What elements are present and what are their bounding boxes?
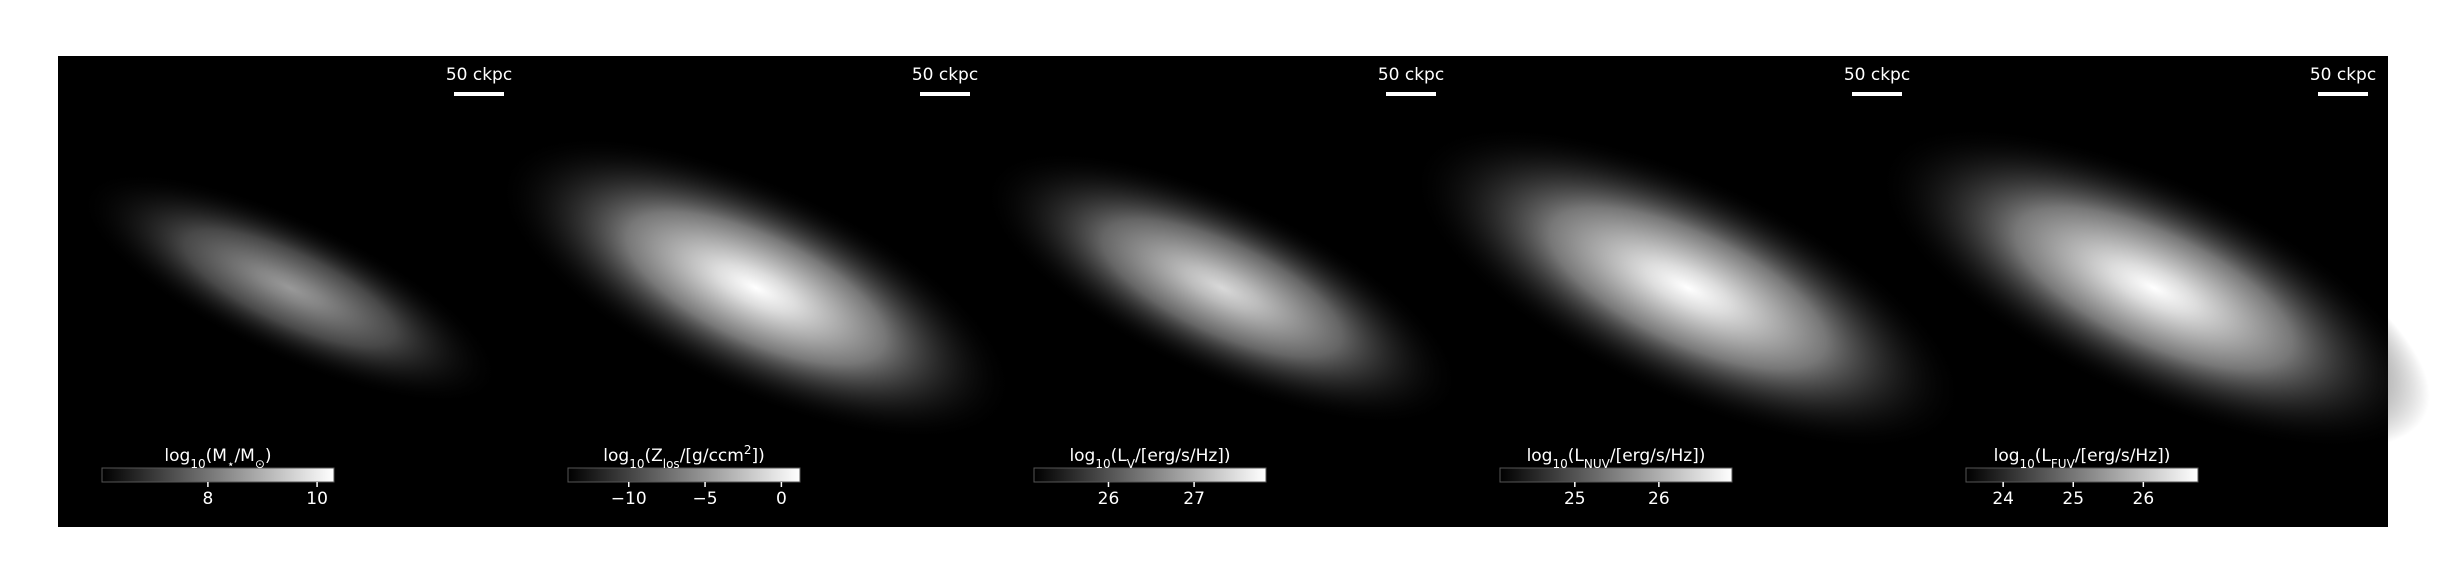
colorbar-label: log10(M⋆/M⊙) xyxy=(164,446,271,471)
label-part: 10 xyxy=(629,457,644,471)
label-part: FUV xyxy=(2051,457,2076,471)
label-part: los xyxy=(663,457,680,471)
label-part: V xyxy=(1127,457,1136,471)
label-part: 10 xyxy=(2020,457,2035,471)
galaxy-image xyxy=(1878,126,2430,450)
panel: 50 ckpc log10(Zlos/[g/ccm2]) −10 −5 0 xyxy=(498,65,1014,509)
label-part: ⋆ xyxy=(227,457,235,471)
label-part: (L xyxy=(2035,446,2052,466)
label-part: 2 xyxy=(744,443,752,457)
label-part: (L xyxy=(1568,446,1585,466)
colorbar-tick-label: 25 xyxy=(2062,489,2084,509)
label-part: log xyxy=(603,446,629,466)
galaxy-image xyxy=(79,171,501,405)
colorbar xyxy=(567,467,801,483)
colorbar xyxy=(101,467,335,483)
colorbar-label: log10(LV/[erg/s/Hz]) xyxy=(1069,446,1230,471)
label-part: log xyxy=(164,446,190,466)
colorbar-tick-label: 8 xyxy=(202,489,213,509)
label-part: 10 xyxy=(1095,457,1110,471)
label-part: 10 xyxy=(1552,457,1567,471)
label-part: /[erg/s/Hz]) xyxy=(1135,446,1231,466)
label-part: /[erg/s/Hz]) xyxy=(1610,446,1706,466)
colorbar xyxy=(1965,467,2199,483)
label-part: /[g/ccm xyxy=(680,446,744,466)
colorbar-tick-label: 26 xyxy=(2133,489,2155,509)
label-part: (Z xyxy=(644,446,662,466)
panel: 50 ckpc log10(LV/[erg/s/Hz]) 26 27 xyxy=(983,65,1461,509)
label-part: ) xyxy=(265,446,272,466)
colorbar-tick-label: 0 xyxy=(776,489,787,509)
label-part: log xyxy=(1994,446,2020,466)
label-part: /[erg/s/Hz]) xyxy=(2075,446,2171,466)
panel: 50 ckpc log10(LFUV/[erg/s/Hz]) 24 25 26 xyxy=(1878,65,2430,509)
colorbar-label: log10(LFUV/[erg/s/Hz]) xyxy=(1994,446,2171,471)
colorbar-tick-label: 26 xyxy=(1098,489,1120,509)
colorbar-tick-label: 10 xyxy=(306,489,328,509)
galaxy-image xyxy=(1412,126,1964,450)
galaxy-image xyxy=(498,136,1014,440)
scalebar-label: 50 ckpc xyxy=(1378,65,1444,85)
label-part: /M xyxy=(234,446,254,466)
scalebar-label: 50 ckpc xyxy=(912,65,978,85)
colorbar-tick-label: −5 xyxy=(693,489,718,509)
label-part: 10 xyxy=(190,457,205,471)
panel: 50 ckpc log10(LNUV/[erg/s/Hz]) 25 26 xyxy=(1412,65,1964,509)
galaxy-image xyxy=(983,151,1461,425)
label-part: log xyxy=(1527,446,1553,466)
colorbar-label: log10(LNUV/[erg/s/Hz]) xyxy=(1527,446,1706,471)
colorbar-tick-label: 27 xyxy=(1183,489,1205,509)
colorbar-tick-label: 26 xyxy=(1648,489,1670,509)
label-part: NUV xyxy=(1584,457,1611,471)
colorbar-tick-label: 25 xyxy=(1564,489,1586,509)
colorbar xyxy=(1499,467,1733,483)
colorbar-label: log10(Zlos/[g/ccm2]) xyxy=(603,443,764,471)
colorbar-tick-label: 24 xyxy=(1992,489,2014,509)
scalebar-label: 50 ckpc xyxy=(446,65,512,85)
label-part: (L xyxy=(1111,446,1128,466)
scalebar-label: 50 ckpc xyxy=(1844,65,1910,85)
label-part: ⊙ xyxy=(255,457,265,471)
label-part: ]) xyxy=(751,446,764,466)
colorbar xyxy=(1033,467,1267,483)
label-part: log xyxy=(1069,446,1095,466)
label-part: (M xyxy=(206,446,227,466)
colorbar-tick-label: −10 xyxy=(611,489,647,509)
scalebar-label: 50 ckpc xyxy=(2310,65,2376,85)
